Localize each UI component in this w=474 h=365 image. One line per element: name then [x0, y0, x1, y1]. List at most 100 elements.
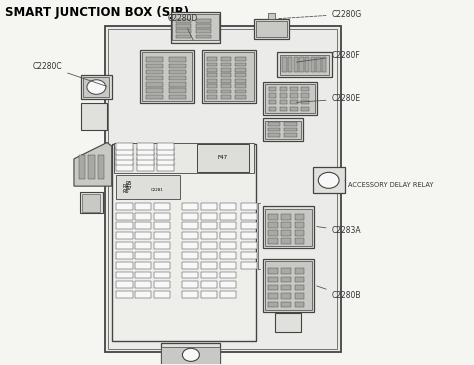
Bar — [169, 57, 186, 62]
Bar — [263, 82, 318, 115]
Bar — [295, 293, 304, 299]
Text: F47: F47 — [218, 155, 228, 160]
Bar — [294, 57, 298, 72]
Text: R4: R4 — [123, 184, 129, 189]
Bar — [265, 84, 315, 114]
Text: C2281: C2281 — [150, 188, 163, 192]
Bar — [219, 272, 236, 278]
Bar — [182, 213, 198, 220]
Bar — [201, 252, 217, 259]
Bar — [207, 90, 217, 93]
Bar — [156, 148, 173, 155]
Polygon shape — [74, 142, 112, 186]
Bar — [268, 230, 278, 235]
Bar — [282, 277, 291, 282]
Bar — [114, 142, 254, 173]
Bar — [137, 143, 154, 150]
Bar — [288, 57, 292, 72]
Bar — [146, 88, 163, 93]
Bar — [201, 262, 217, 269]
Bar — [282, 222, 291, 228]
Bar — [301, 100, 309, 104]
Bar — [182, 272, 198, 278]
Bar — [117, 175, 180, 199]
Bar — [136, 213, 152, 220]
Bar — [175, 24, 191, 28]
Bar — [221, 62, 231, 66]
Bar — [301, 87, 309, 91]
Bar — [136, 291, 152, 298]
Bar — [221, 68, 231, 72]
Bar — [80, 192, 103, 214]
Bar — [201, 232, 217, 239]
Bar — [241, 203, 257, 210]
Bar — [219, 223, 236, 230]
Bar — [295, 285, 304, 291]
Bar — [136, 223, 152, 230]
Bar — [182, 232, 198, 239]
Bar — [182, 223, 198, 230]
Bar — [117, 252, 133, 259]
Bar — [117, 291, 133, 298]
Bar — [81, 103, 107, 130]
Bar — [155, 272, 170, 278]
Bar — [81, 75, 112, 99]
Bar — [105, 26, 341, 351]
Bar — [175, 19, 191, 23]
Bar — [235, 95, 246, 99]
Bar — [98, 155, 104, 179]
Bar — [295, 238, 304, 243]
Bar — [221, 90, 231, 93]
Bar — [235, 73, 246, 77]
Bar — [280, 87, 287, 91]
Bar — [235, 79, 246, 82]
Bar — [169, 82, 186, 87]
Bar — [241, 252, 257, 259]
Bar — [280, 107, 287, 111]
Text: C2280F: C2280F — [296, 51, 360, 62]
Bar — [196, 35, 211, 38]
Bar — [201, 203, 217, 210]
Bar — [235, 62, 246, 66]
Bar — [269, 87, 276, 91]
Bar — [219, 262, 236, 269]
Bar — [311, 57, 315, 72]
Bar — [282, 238, 291, 243]
Bar — [265, 210, 312, 246]
Bar — [156, 163, 173, 170]
Bar — [254, 19, 289, 39]
Bar — [182, 291, 198, 298]
Bar — [241, 223, 257, 230]
Bar — [269, 107, 276, 111]
Bar — [146, 76, 163, 80]
Bar — [207, 57, 217, 61]
Bar — [155, 242, 170, 249]
Bar — [268, 214, 278, 220]
Bar — [201, 281, 217, 288]
Bar — [268, 285, 278, 291]
Bar — [146, 57, 163, 62]
Bar — [182, 203, 198, 210]
Bar — [79, 155, 85, 179]
Bar — [268, 238, 278, 243]
Bar — [207, 68, 217, 72]
Bar — [256, 21, 287, 37]
Bar — [156, 158, 173, 165]
Bar — [295, 268, 304, 274]
Bar — [169, 64, 186, 68]
Bar — [295, 222, 304, 228]
Circle shape — [318, 172, 339, 188]
Bar — [117, 153, 134, 160]
Circle shape — [87, 80, 106, 94]
Bar — [313, 167, 345, 193]
Bar — [269, 100, 276, 104]
Bar — [117, 163, 134, 170]
Bar — [269, 93, 276, 98]
Bar — [137, 153, 154, 160]
Bar — [201, 242, 217, 249]
Bar — [117, 232, 133, 239]
Circle shape — [182, 348, 200, 361]
Bar — [221, 84, 231, 88]
Bar — [155, 262, 170, 269]
Bar — [268, 293, 278, 299]
